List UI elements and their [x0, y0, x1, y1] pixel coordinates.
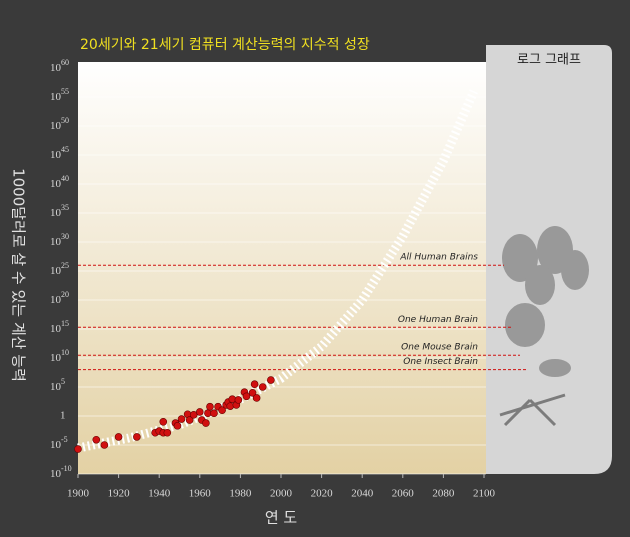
x-tick-label: 1980	[229, 488, 252, 500]
y-tick-label: 1050	[50, 116, 69, 132]
x-tick-label: 1900	[67, 488, 90, 500]
data-point	[242, 392, 251, 401]
x-tick-label: 2020	[311, 488, 334, 500]
data-point	[189, 411, 198, 419]
data-point	[177, 415, 186, 423]
data-point	[100, 441, 109, 449]
panel-title: 로그 그래프	[517, 53, 581, 68]
x-tick-label: 2060	[392, 488, 415, 500]
x-tick-label: 1940	[148, 488, 171, 500]
x-axis-label: 연 도	[265, 509, 298, 527]
data-point	[250, 380, 259, 389]
x-tick-label: 2000	[270, 488, 293, 500]
y-tick-label: 1055	[50, 87, 69, 103]
data-point	[234, 396, 243, 404]
data-point	[210, 409, 218, 418]
y-tick-label: 1020	[50, 290, 69, 306]
y-tick-label: 1015	[50, 319, 69, 335]
data-point	[218, 406, 226, 415]
y-tick-label: 1040	[50, 174, 69, 190]
data-point	[202, 419, 210, 427]
y-tick-label: 105	[50, 377, 65, 393]
y-tick-label: 1045	[50, 145, 69, 161]
x-tick-label: 2040	[351, 488, 374, 500]
y-tick-label: 1030	[50, 232, 69, 248]
illustrations	[499, 226, 589, 427]
trend-line	[77, 89, 478, 453]
data-point	[258, 383, 267, 391]
chart-title: 20세기와 21세기 컴퓨터 계산능력의 지수적 성장	[80, 37, 370, 53]
grid	[78, 67, 486, 475]
data-point	[185, 416, 194, 424]
data-point	[267, 376, 275, 384]
plot-area	[78, 62, 486, 474]
data-point	[133, 433, 141, 441]
y-tick-label: 10-5	[50, 435, 68, 451]
data-point	[163, 428, 172, 437]
y-axis-label: 1000달러로 살 수 있는 계산 능력	[10, 168, 28, 382]
y-tick-label: 10-10	[50, 464, 72, 480]
data-point	[252, 394, 261, 402]
data-point	[226, 402, 235, 410]
data-point	[173, 422, 182, 430]
data-point	[159, 417, 168, 426]
reference-label: All Human Brains	[399, 253, 478, 263]
x-tick-label: 1920	[108, 488, 131, 500]
x-tick-label: 2100	[473, 488, 496, 500]
data-point	[114, 433, 123, 441]
data-point	[248, 388, 257, 397]
data-point	[206, 402, 214, 411]
reference-label: One Human Brain	[398, 315, 478, 325]
reference-label: One Insect Brain	[403, 357, 478, 367]
y-tick-label: 1010	[50, 348, 69, 364]
x-tick-label: 2080	[432, 488, 455, 500]
y-tick-label: 1025	[50, 261, 69, 277]
data-point	[196, 408, 204, 416]
y-tick-label: 1035	[50, 203, 69, 219]
data-point	[74, 445, 82, 453]
reference-label: One Mouse Brain	[401, 343, 478, 353]
x-tick-label: 1960	[189, 488, 212, 500]
y-tick-label: 1	[60, 410, 66, 422]
data-point	[92, 435, 101, 444]
y-tick-label: 1060	[50, 58, 69, 74]
